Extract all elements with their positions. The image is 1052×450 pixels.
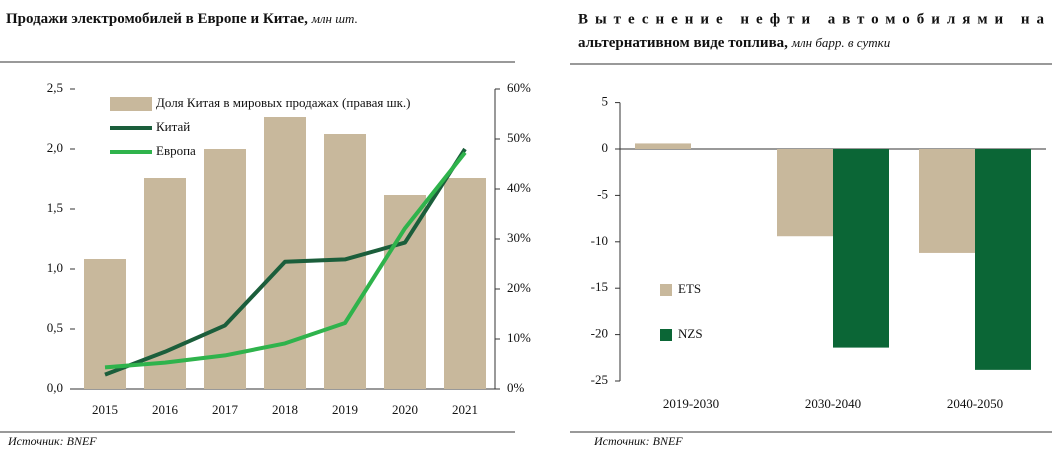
chart-title: Вытеснение нефти автомобилями на — [578, 11, 1045, 27]
y-tick-label: -20 — [591, 326, 608, 341]
legend-swatch — [660, 284, 672, 296]
bar — [384, 195, 426, 389]
chart-title: Продажи электромобилей в Европе и Китае,… — [6, 11, 358, 27]
subtitle: млн шт. — [311, 11, 358, 26]
bar — [204, 149, 246, 389]
y2-tick-label: 50% — [507, 130, 531, 145]
x-tick-label: 2018 — [272, 402, 298, 417]
bar — [919, 149, 975, 253]
y-tick-label: -15 — [591, 279, 608, 294]
y2-tick-label: 20% — [507, 280, 531, 295]
x-tick-label: 2021 — [452, 402, 478, 417]
x-tick-label: 2020 — [392, 402, 418, 417]
y-tick-label: 1,0 — [47, 260, 63, 275]
y-tick-label: -10 — [591, 233, 608, 248]
y-tick-label: 0,5 — [47, 320, 63, 335]
legend-swatch — [660, 329, 672, 341]
y2-tick-label: 0% — [507, 380, 525, 395]
legend-swatch — [110, 97, 152, 111]
source: Источник: BNEF — [7, 434, 97, 448]
legend-label: ETS — [678, 281, 701, 296]
x-tick-label: 2019 — [332, 402, 358, 417]
x-tick-label: 2016 — [152, 402, 179, 417]
x-tick-label: 2017 — [212, 402, 239, 417]
bar — [635, 143, 691, 149]
y2-tick-label: 10% — [507, 330, 531, 345]
y-tick-label: 1,5 — [47, 200, 63, 215]
x-tick-label: 2019-2030 — [663, 396, 719, 411]
bar — [975, 149, 1031, 370]
y-tick-label: -5 — [597, 186, 608, 201]
legend-label: Китай — [156, 119, 190, 134]
legend-label: Европа — [156, 143, 196, 158]
bar — [444, 178, 486, 389]
y-tick-label: 0 — [602, 140, 609, 155]
x-tick-label: 2040-2050 — [947, 396, 1003, 411]
y2-tick-label: 60% — [507, 80, 531, 95]
y-tick-label: -25 — [591, 372, 608, 387]
y-tick-label: 2,5 — [47, 80, 63, 95]
y-tick-label: 2,0 — [47, 140, 63, 155]
legend-label: Доля Китая в мировых продажах (правая шк… — [156, 95, 410, 110]
chart-title: альтернативном виде топлива, млн барр. в… — [578, 35, 891, 51]
y2-tick-label: 40% — [507, 180, 531, 195]
x-tick-label: 2030-2040 — [805, 396, 861, 411]
title-continued: альтернативном виде топлива, — [578, 35, 788, 51]
bar — [833, 149, 889, 348]
legend-label: NZS — [678, 326, 703, 341]
x-tick-label: 2015 — [92, 402, 118, 417]
line — [104, 147, 467, 377]
source: Источник: BNEF — [593, 434, 683, 448]
bar — [777, 149, 833, 237]
line — [104, 151, 467, 370]
y-tick-label: 0,0 — [47, 380, 63, 395]
y2-tick-label: 30% — [507, 230, 531, 245]
subtitle: млн барр. в сутки — [791, 35, 891, 50]
y-tick-label: 5 — [602, 94, 609, 109]
title: Продажи электромобилей в Европе и Китае, — [6, 11, 308, 27]
